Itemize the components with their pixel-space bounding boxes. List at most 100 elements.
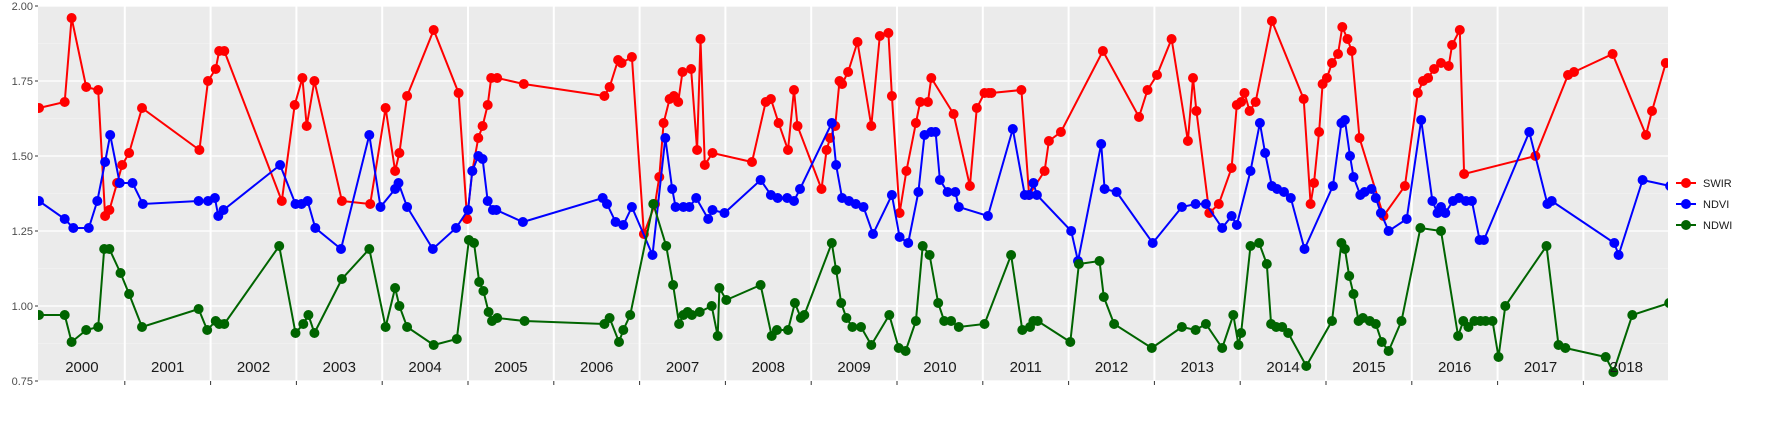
- data-point-ndwi: [290, 328, 301, 338]
- data-point-swir: [365, 199, 376, 209]
- data-point-ndwi: [1760, 313, 1770, 323]
- y-tick-label: 0.75: [12, 376, 33, 388]
- data-point-ndwi: [668, 280, 679, 290]
- data-point-ndwi: [1233, 340, 1244, 350]
- data-point-ndwi: [924, 250, 935, 260]
- data-point-ndvi: [826, 118, 837, 128]
- data-point-ndwi: [979, 319, 990, 329]
- data-point-ndvi: [934, 175, 945, 185]
- data-point-swir: [1239, 88, 1250, 98]
- data-point-ndwi: [1348, 289, 1359, 299]
- data-point-swir: [380, 103, 391, 113]
- data-point-ndwi: [274, 241, 285, 251]
- legend-key-point: [1681, 178, 1691, 188]
- data-point-ndwi: [648, 199, 659, 209]
- data-point-ndvi: [1245, 166, 1256, 176]
- data-point-swir: [1188, 73, 1198, 83]
- data-point-ndwi: [1146, 343, 1157, 353]
- year-label: 2004: [408, 359, 441, 376]
- data-point-ndwi: [1664, 298, 1668, 308]
- data-point-ndvi: [1370, 193, 1381, 203]
- data-point-ndvi: [451, 223, 461, 233]
- data-point-ndwi: [618, 325, 629, 335]
- data-point-swir: [1097, 46, 1108, 56]
- data-point-ndwi: [910, 316, 921, 326]
- data-point-ndvi: [275, 160, 286, 170]
- data-point-ndvi: [1285, 193, 1296, 203]
- data-point-swir: [852, 37, 863, 47]
- data-point-swir: [518, 79, 529, 89]
- data-point-ndvi: [950, 187, 961, 197]
- data-point-ndwi: [124, 289, 135, 299]
- data-point-ndwi: [1480, 316, 1491, 326]
- y-tick-label: 1.25: [12, 226, 33, 238]
- data-point-ndvi: [1609, 238, 1620, 248]
- data-point-swir: [783, 145, 793, 155]
- data-point-ndvi: [1147, 238, 1158, 248]
- data-point-ndvi: [38, 196, 44, 206]
- data-point-ndvi: [903, 238, 914, 248]
- series-swir: [38, 13, 1764, 239]
- data-point-ndvi: [795, 184, 805, 194]
- data-point-swir: [1412, 88, 1423, 98]
- data-point-swir: [1454, 25, 1465, 35]
- data-point-ndvi: [1383, 226, 1394, 236]
- data-point-swir: [1754, 148, 1764, 158]
- data-point-ndwi: [1685, 340, 1695, 350]
- data-point-ndvi: [1096, 139, 1107, 149]
- data-point-ndvi: [83, 223, 94, 233]
- data-point-ndwi: [1245, 241, 1256, 251]
- data-point-ndwi: [712, 331, 723, 341]
- data-point-swir: [1337, 22, 1348, 32]
- data-point-ndwi: [390, 283, 401, 293]
- data-point-ndvi: [105, 130, 116, 140]
- data-point-ndwi: [884, 310, 895, 320]
- data-point-swir: [492, 73, 503, 83]
- legend-item: NDVI: [1676, 199, 1729, 211]
- data-point-ndwi: [604, 313, 615, 323]
- data-point-ndvi: [1111, 187, 1122, 197]
- data-point-ndvi: [1440, 208, 1451, 218]
- data-point-swir: [137, 103, 147, 113]
- data-point-ndwi: [686, 310, 697, 320]
- data-point-ndvi: [789, 196, 799, 206]
- data-point-ndwi: [1017, 325, 1028, 335]
- data-point-ndwi: [1487, 316, 1498, 326]
- year-label: 2008: [752, 359, 785, 376]
- data-point-ndwi: [1190, 325, 1201, 335]
- data-point-ndvi: [1066, 226, 1077, 236]
- year-label: 2010: [923, 359, 956, 376]
- year-label: 2002: [237, 359, 270, 376]
- data-point-ndvi: [982, 211, 993, 221]
- data-point-ndwi: [1176, 322, 1187, 332]
- data-point-swir: [59, 97, 70, 107]
- data-point-ndwi: [104, 244, 115, 254]
- data-point-ndvi: [618, 220, 629, 230]
- data-point-swir: [964, 181, 975, 191]
- data-point-swir: [1055, 127, 1066, 137]
- data-point-swir: [301, 121, 312, 131]
- data-point-swir: [289, 100, 300, 110]
- data-point-ndvi: [427, 244, 438, 254]
- year-label: 2014: [1266, 359, 1299, 376]
- series-line-ndwi: [39, 203, 1668, 375]
- data-point-ndwi: [900, 346, 911, 356]
- data-point-ndwi: [1500, 301, 1511, 311]
- data-point-ndwi: [939, 316, 950, 326]
- data-point-swir: [194, 145, 205, 155]
- data-point-swir: [604, 82, 615, 92]
- data-point-swir: [297, 73, 308, 83]
- data-point-swir: [692, 145, 703, 155]
- data-point-swir: [336, 196, 347, 206]
- y-tick-label: 2.00: [12, 1, 33, 13]
- data-point-ndvi: [114, 178, 125, 188]
- legend: SWIR NDVI NDWI: [1676, 178, 1732, 232]
- legend-label: NDWI: [1703, 220, 1732, 232]
- data-point-ndwi: [826, 238, 837, 248]
- data-point-ndwi: [1453, 331, 1464, 341]
- year-label: 2015: [1352, 359, 1385, 376]
- data-point-swir: [707, 148, 718, 158]
- data-point-ndwi: [789, 298, 800, 308]
- data-point-ndwi: [1370, 319, 1381, 329]
- data-point-ndwi: [721, 295, 732, 305]
